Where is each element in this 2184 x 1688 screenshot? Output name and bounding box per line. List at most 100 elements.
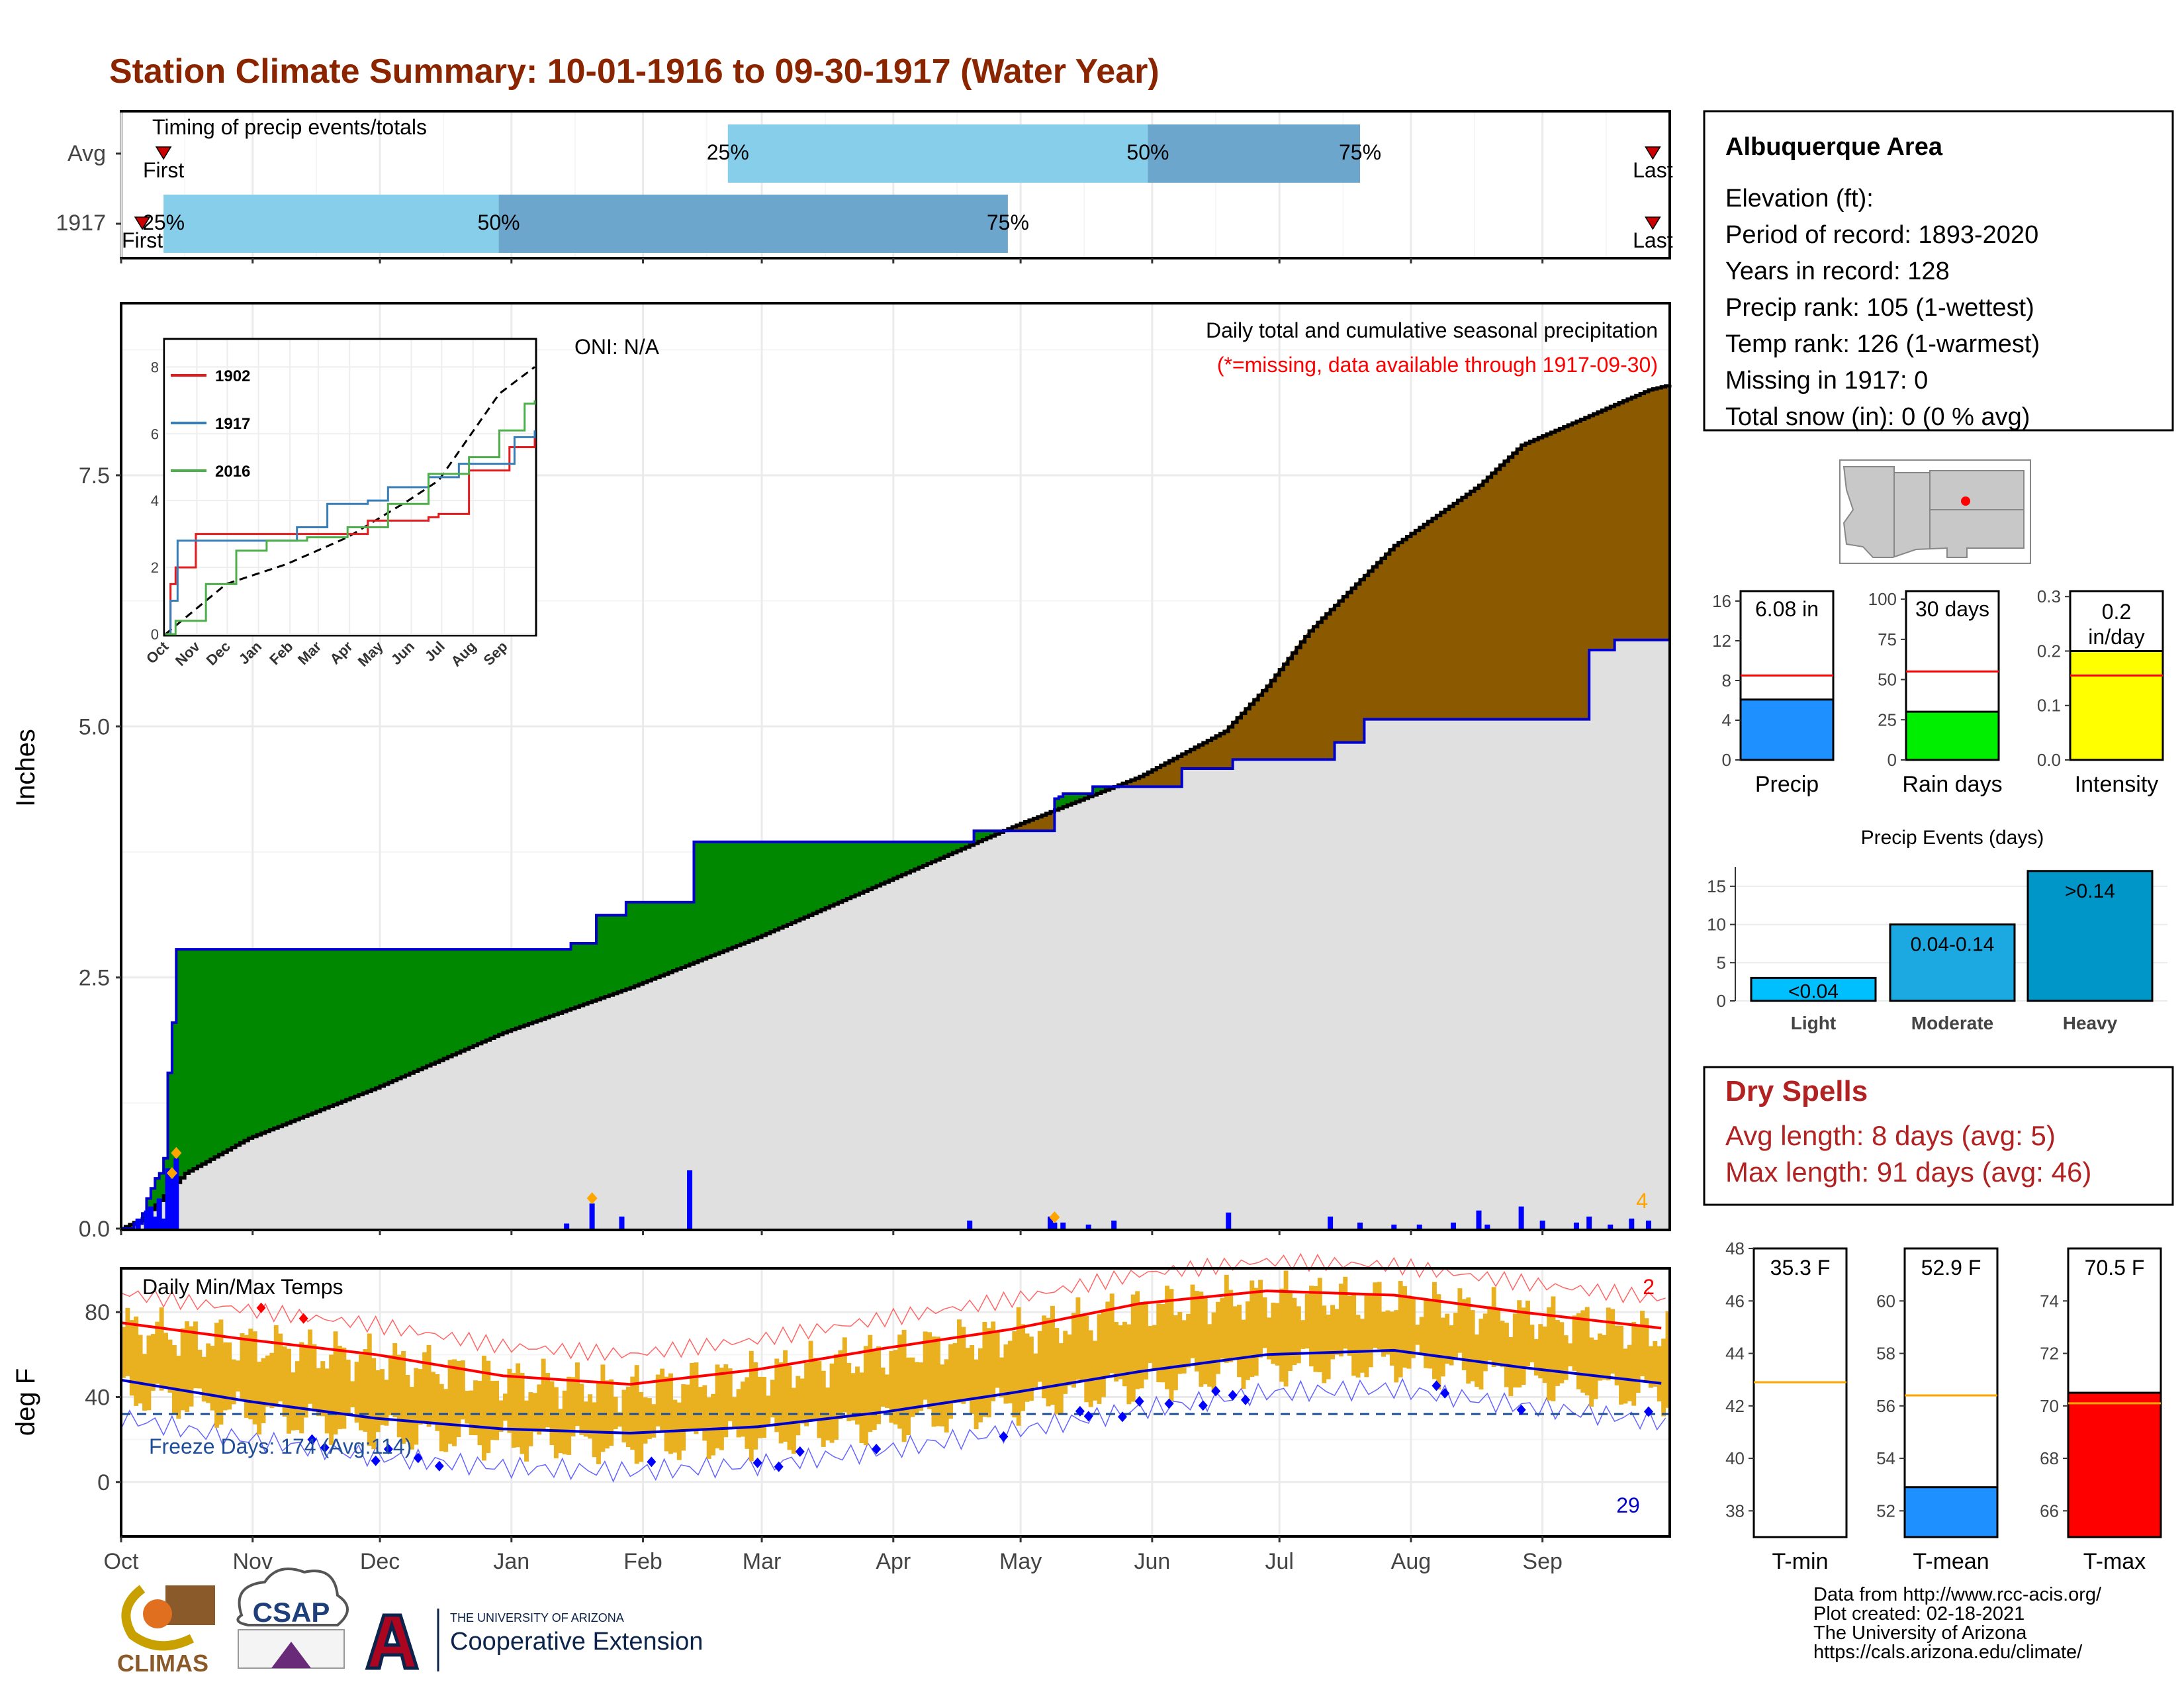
above-average-segment — [787, 841, 792, 925]
above-average-segment — [396, 949, 402, 1080]
above-average-segment — [757, 841, 762, 938]
above-average-segment — [261, 949, 266, 1134]
daily-temp-bar — [155, 1321, 160, 1384]
daily-temp-bar — [367, 1333, 372, 1446]
daily-temp-bar — [923, 1331, 928, 1400]
daily-temp-bar — [639, 1391, 644, 1462]
below-average-segment — [1342, 592, 1348, 743]
above-average-segment — [689, 902, 694, 965]
daily-temp-bar — [214, 1323, 219, 1428]
above-average-segment — [910, 841, 915, 872]
above-average-segment — [745, 841, 750, 943]
daily-temp-bar — [1602, 1335, 1607, 1380]
above-average-segment — [825, 841, 831, 909]
above-average-segment — [371, 949, 377, 1090]
above-average-segment — [426, 949, 432, 1066]
daily-temp-bar — [863, 1346, 868, 1446]
above-average-segment — [583, 943, 588, 1005]
daily-precip-bar — [1111, 1220, 1117, 1229]
csap-logo: CSAP — [236, 1568, 349, 1669]
above-average-segment — [842, 841, 847, 901]
daily-temp-bar — [261, 1358, 266, 1423]
temp-summary-frame-t-min — [1752, 1247, 1848, 1538]
summary-ytick-label: 16 — [1712, 591, 1731, 611]
above-average-segment — [761, 841, 766, 936]
daily-temp-bar — [1317, 1278, 1322, 1372]
record-low-marker — [999, 1431, 1009, 1442]
events-range-label: <0.04 — [1788, 980, 1839, 1002]
temp-summary-bar-t-mean — [1903, 1486, 1999, 1538]
timing-marker-first — [155, 146, 172, 160]
below-average-segment — [1623, 399, 1628, 641]
month-label-jan: Jan — [493, 1549, 529, 1574]
daily-temp-bar — [418, 1369, 423, 1425]
above-average-segment — [388, 949, 393, 1083]
record-low-marker — [413, 1452, 423, 1464]
below-average-segment — [1423, 520, 1428, 720]
daily-temp-bar — [1377, 1282, 1382, 1350]
station-line-elevation: Elevation (ft): — [1725, 185, 1874, 212]
timing-bar-25-50 — [727, 124, 1148, 183]
above-average-segment — [193, 949, 198, 1170]
below-average-segment — [1563, 424, 1569, 720]
daily-temp-bar — [1482, 1313, 1488, 1372]
daily-temp-bar — [189, 1326, 194, 1407]
daily-temp-bar — [910, 1357, 915, 1417]
daily-temp-bar — [409, 1386, 414, 1450]
record-low-marker — [320, 1442, 330, 1453]
summary-value-label: 0.2 — [2102, 600, 2131, 624]
summary-axis-label: Rain days — [1902, 772, 2002, 797]
daily-temp-bar — [1130, 1294, 1136, 1402]
above-average-segment — [184, 949, 189, 1174]
above-average-segment — [240, 949, 245, 1144]
above-average-segment — [833, 841, 839, 905]
below-average-segment — [1627, 397, 1632, 641]
timing-label-25: 25% — [142, 211, 185, 234]
below-average-segment — [1393, 541, 1399, 720]
daily-precip-bar — [1328, 1216, 1334, 1229]
daily-temp-bar — [1419, 1317, 1424, 1356]
dry-spells-avg: Avg length: 8 days (avg: 5) — [1725, 1120, 2056, 1151]
temp-summary-ytick-label: 38 — [1725, 1501, 1745, 1521]
daily-temp-bar — [1373, 1282, 1378, 1348]
daily-temp-bar — [1330, 1305, 1336, 1360]
above-average-segment — [766, 841, 771, 934]
daily-temp-bar — [1216, 1301, 1220, 1374]
daily-precip-bar — [1085, 1224, 1091, 1229]
below-average-segment — [1428, 518, 1433, 720]
below-average-segment — [1504, 456, 1509, 720]
daily-temp-bar — [655, 1374, 660, 1427]
above-average-segment — [282, 949, 287, 1125]
daily-precip-bar — [1357, 1222, 1363, 1229]
daily-temp-bar — [1021, 1324, 1026, 1411]
daily-temp-bar — [1028, 1336, 1034, 1401]
daily-temp-bar — [481, 1356, 486, 1461]
daily-precip-bar — [152, 1216, 158, 1229]
above-average-segment — [710, 841, 715, 957]
daily-temp-bar — [982, 1322, 987, 1417]
timing-marker-last — [1645, 146, 1661, 160]
below-average-segment — [1330, 604, 1335, 760]
daily-temp-bar — [799, 1378, 805, 1424]
climas-text: CLIMAS — [117, 1650, 208, 1677]
below-average-segment — [1639, 391, 1645, 641]
daily-temp-bar — [1058, 1343, 1064, 1415]
above-average-segment — [451, 949, 457, 1056]
daily-temp-bar — [562, 1390, 567, 1455]
daily-temp-bar — [974, 1359, 979, 1429]
above-average-segment — [536, 949, 542, 1021]
precip-ytick-label: 7.5 — [79, 463, 110, 489]
above-average-segment — [490, 949, 495, 1039]
above-average-segment — [248, 949, 253, 1139]
precip-ylabel: Inches — [11, 729, 40, 807]
daily-temp-bar — [1576, 1313, 1581, 1389]
daily-temp-bar — [1063, 1331, 1068, 1394]
daily-temp-bar — [1122, 1321, 1127, 1387]
below-average-segment — [1525, 441, 1530, 720]
daily-precip-bar — [1608, 1224, 1614, 1229]
below-average-segment — [1661, 385, 1666, 641]
daily-temp-bar — [303, 1344, 308, 1418]
daily-temp-bar — [1220, 1297, 1225, 1359]
below-average-segment — [1275, 669, 1280, 760]
daily-temp-bar — [1457, 1288, 1463, 1353]
